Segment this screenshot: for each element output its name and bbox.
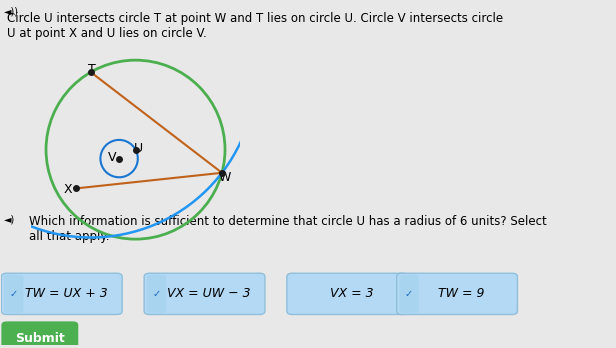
Text: ✓: ✓ [152,289,160,299]
Text: ◄)): ◄)) [4,7,19,17]
Text: T: T [88,63,96,76]
Text: VX = 3: VX = 3 [330,287,373,300]
Text: W: W [219,171,231,184]
Text: ✓: ✓ [9,289,17,299]
FancyBboxPatch shape [4,275,23,313]
Text: VX = UW − 3: VX = UW − 3 [167,287,251,300]
FancyBboxPatch shape [287,273,408,315]
FancyBboxPatch shape [399,275,419,313]
Text: ✓: ✓ [405,289,413,299]
Text: X: X [64,183,73,196]
Text: U: U [134,142,143,155]
Text: ◄): ◄) [4,215,15,225]
Text: TW = UX + 3: TW = UX + 3 [25,287,108,300]
FancyBboxPatch shape [144,273,265,315]
Text: Submit: Submit [15,332,65,345]
FancyBboxPatch shape [147,275,166,313]
Text: Which information is sufficient to determine that circle U has a radius of 6 uni: Which information is sufficient to deter… [29,215,546,243]
Text: Circle U intersects circle T at point W and T lies on circle U. Circle V interse: Circle U intersects circle T at point W … [7,12,503,40]
Text: V: V [107,151,116,164]
FancyBboxPatch shape [397,273,517,315]
Text: TW = 9: TW = 9 [438,287,485,300]
FancyBboxPatch shape [1,273,122,315]
FancyBboxPatch shape [1,322,78,348]
